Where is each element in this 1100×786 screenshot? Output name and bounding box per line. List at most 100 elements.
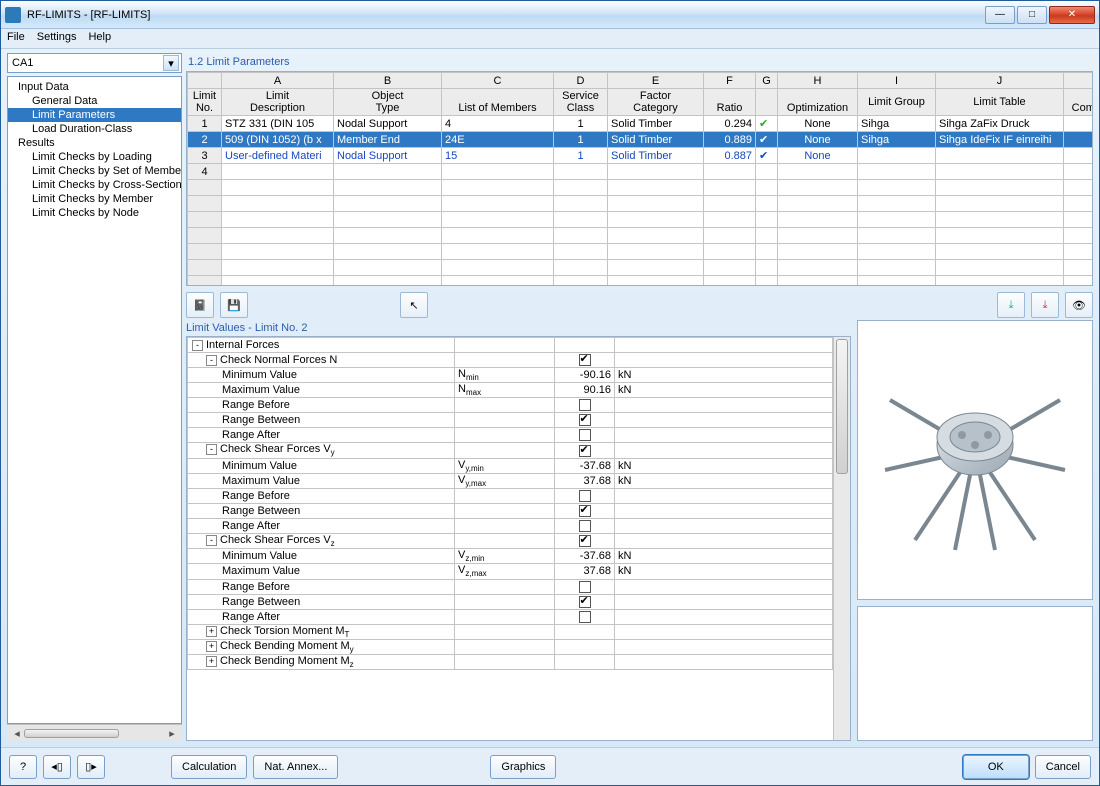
table-row[interactable]: 2509 (DIN 1052) (b xMember End24E1Solid … [188,132,1094,148]
detail-label[interactable]: Range Between [188,594,455,609]
cell[interactable]: 0.889 [704,132,756,148]
cell[interactable] [442,164,554,180]
detail-label[interactable]: Maximum Value [188,383,455,398]
detail-label[interactable]: Range After [188,428,455,443]
cell[interactable] [756,164,778,180]
case-select[interactable]: CA1 ▾ [7,53,182,73]
detail-value[interactable]: 37.68 [555,564,615,579]
detail-value[interactable]: 90.16 [555,383,615,398]
cell[interactable] [704,164,756,180]
cell[interactable]: 1 [554,116,608,132]
expand-icon[interactable]: - [206,444,217,455]
scroll-right-icon[interactable]: ▸ [165,727,179,740]
limits-grid[interactable]: ABCDEFGHIJK LimitNo.LimitDescriptionObje… [186,71,1093,286]
cell[interactable]: User-defined Materi [222,148,334,164]
detail-label[interactable]: Minimum Value [188,368,455,383]
cell[interactable]: Solid Timber [608,116,704,132]
cell[interactable]: Solid Timber [608,132,704,148]
tree-item[interactable]: Load Duration-Class [8,122,181,136]
detail-label[interactable]: Minimum Value [188,549,455,564]
tree-item[interactable]: Limit Checks by Cross-Section [8,178,181,192]
detail-row[interactable]: -Check Shear Forces Vz [188,533,833,548]
minimize-button[interactable]: — [985,6,1015,24]
cell[interactable]: 15 [442,148,554,164]
next-tab-button[interactable]: ▯▸ [77,755,105,779]
table-row[interactable]: 4 [188,164,1094,180]
cell[interactable] [858,164,936,180]
tree-item[interactable]: General Data [8,94,181,108]
detail-row[interactable]: +Check Bending Moment My [188,639,833,654]
detail-value[interactable] [555,518,615,533]
detail-value[interactable] [555,624,615,639]
detail-value[interactable]: -37.68 [555,458,615,473]
checkbox[interactable] [579,414,591,426]
checkbox[interactable] [579,611,591,623]
detail-row[interactable]: Maximum ValueVz,max37.68kN [188,564,833,579]
cell[interactable]: 0.887 [704,148,756,164]
tree-item[interactable]: Limit Checks by Set of Members [8,164,181,178]
detail-label[interactable]: Range Before [188,398,455,413]
cell[interactable]: 4 [442,116,554,132]
cell[interactable] [1064,148,1094,164]
row-number[interactable]: 3 [188,148,222,164]
cell[interactable]: None [778,148,858,164]
detail-label[interactable]: Range Before [188,579,455,594]
detail-value[interactable] [555,503,615,518]
cell[interactable] [1064,116,1094,132]
calculation-button[interactable]: Calculation [171,755,247,779]
detail-row[interactable]: +Check Torsion Moment MT [188,624,833,639]
nav-tree[interactable]: Input Data General DataLimit ParametersL… [7,76,182,724]
cell[interactable]: ✔ [756,132,778,148]
detail-row[interactable]: Range Before [188,398,833,413]
checkbox[interactable] [579,535,591,547]
detail-label[interactable]: +Check Torsion Moment MT [188,624,455,639]
cell[interactable] [1064,132,1094,148]
checkbox[interactable] [579,596,591,608]
cell[interactable]: Member End [334,132,442,148]
detail-label[interactable]: -Internal Forces [188,338,455,353]
expand-icon[interactable]: - [206,535,217,546]
detail-label[interactable]: +Check Bending Moment My [188,639,455,654]
detail-row[interactable]: Minimum ValueVz,min-37.68kN [188,549,833,564]
maximize-button[interactable]: □ [1017,6,1047,24]
cell[interactable]: Sihga IdeFix IF einreihi [936,132,1064,148]
checkbox[interactable] [579,520,591,532]
checkbox[interactable] [579,399,591,411]
menu-file[interactable]: File [7,31,25,46]
checkbox[interactable] [579,445,591,457]
detail-row[interactable]: -Internal Forces [188,338,833,353]
tree-item[interactable]: Limit Checks by Node [8,206,181,220]
save-icon[interactable]: 💾 [220,292,248,318]
row-number[interactable]: 2 [188,132,222,148]
menu-settings[interactable]: Settings [37,31,77,46]
tree-item[interactable]: Limit Parameters [8,108,181,122]
menu-help[interactable]: Help [88,31,111,46]
eye-icon[interactable]: 👁 [1065,292,1093,318]
ok-button[interactable]: OK [963,755,1029,779]
cell[interactable]: STZ 331 (DIN 105 [222,116,334,132]
pointer-icon[interactable]: ↖ [400,292,428,318]
detail-value[interactable]: 37.68 [555,473,615,488]
cell[interactable]: 0.294 [704,116,756,132]
notebook-icon[interactable]: 📓 [186,292,214,318]
detail-row[interactable]: Range Between [188,413,833,428]
cell[interactable] [1064,164,1094,180]
detail-row[interactable]: Range After [188,609,833,624]
cell[interactable]: None [778,132,858,148]
detail-label[interactable]: Range Between [188,503,455,518]
expand-icon[interactable]: - [192,340,203,351]
detail-value[interactable] [555,609,615,624]
detail-label[interactable]: -Check Shear Forces Vy [188,443,455,458]
cell[interactable]: 1 [554,148,608,164]
detail-row[interactable]: -Check Normal Forces N [188,353,833,368]
detail-label[interactable]: Range Before [188,488,455,503]
checkbox[interactable] [579,490,591,502]
cell[interactable]: 1 [554,132,608,148]
detail-label[interactable]: Maximum Value [188,473,455,488]
tree-group-input[interactable]: Input Data [8,80,181,94]
detail-row[interactable]: +Check Bending Moment Mz [188,654,833,669]
detail-label[interactable]: -Check Normal Forces N [188,353,455,368]
cell[interactable]: 509 (DIN 1052) (b x [222,132,334,148]
expand-icon[interactable]: + [206,626,217,637]
scroll-thumb[interactable] [836,339,848,474]
